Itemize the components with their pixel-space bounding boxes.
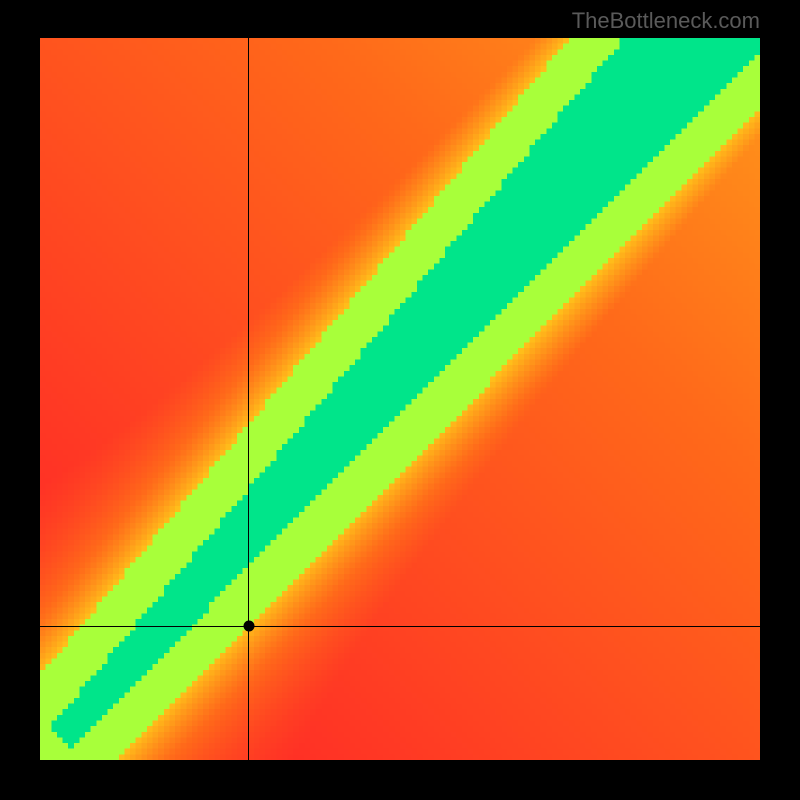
marker-dot <box>243 621 254 632</box>
heatmap-canvas <box>40 38 760 760</box>
source-watermark: TheBottleneck.com <box>572 8 760 34</box>
crosshair-horizontal <box>40 626 760 627</box>
crosshair-vertical <box>248 38 249 760</box>
plot-area <box>40 38 760 760</box>
chart-container: TheBottleneck.com <box>0 0 800 800</box>
